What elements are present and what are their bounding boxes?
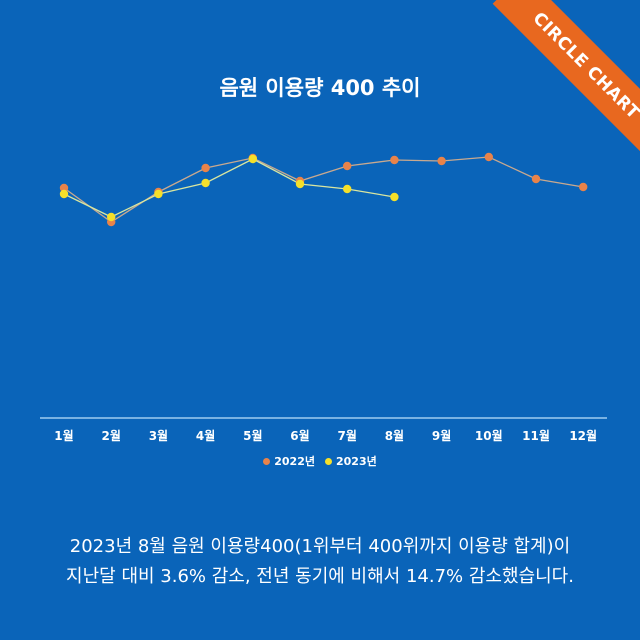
x-tick-label: 7월 (337, 429, 357, 443)
x-tick-label: 9월 (431, 429, 452, 443)
data-point (201, 163, 210, 173)
data-point (390, 155, 399, 165)
legend-dot-2022-icon (263, 457, 271, 465)
x-tick-label: 1월 (54, 429, 74, 443)
x-tick-label: 11월 (522, 429, 550, 443)
data-point (343, 161, 352, 171)
caption-line-1: 2023년 8월 음원 이용량400(1위부터 400위까지 이용량 합계)이 (69, 536, 571, 557)
legend: 2022년 2023년 (0, 453, 640, 469)
legend-label-2023: 2023년 (336, 455, 377, 468)
data-point (579, 182, 588, 192)
series-line-2022년 (63, 156, 584, 223)
x-axis-labels: 1월 2월 3월 4월 5월 6월 7월 8월 9월 10월 11월 12월 (0, 427, 640, 447)
data-point (107, 212, 116, 222)
legend-label-2022: 2022년 (274, 455, 315, 468)
x-tick-label: 2월 (101, 429, 121, 443)
legend-item-2022: 2022년 (263, 453, 315, 469)
data-point (343, 184, 352, 194)
legend-dot-2023-icon (325, 457, 332, 465)
data-point (201, 178, 210, 188)
data-point (437, 156, 446, 166)
caption-line-2: 지난달 대비 3.6% 감소, 전년 동기에 비해서 14.7% 감소했습니다. (66, 566, 574, 587)
x-tick-label: 3월 (148, 429, 169, 443)
data-point (531, 174, 541, 184)
data-point (390, 192, 399, 202)
x-tick-label: 10월 (474, 429, 503, 443)
summary-caption: 2023년 8월 음원 이용량400(1위부터 400위까지 이용량 합계)이 … (0, 532, 640, 592)
x-tick-label: 5월 (243, 429, 263, 443)
x-tick-label: 8월 (384, 429, 405, 443)
x-tick-label: 4월 (195, 429, 216, 443)
x-tick-label: 12월 (569, 429, 598, 443)
data-point (59, 183, 69, 193)
data-point (248, 154, 257, 164)
data-point (154, 189, 163, 199)
data-point (295, 179, 305, 189)
x-tick-label: 6월 (290, 429, 310, 443)
data-point (59, 189, 69, 199)
legend-item-2023: 2023년 (325, 453, 377, 469)
series-line-2023년 (63, 158, 395, 218)
data-point (484, 152, 493, 162)
chart-title: 음원 이용량 400 추이 (219, 76, 421, 100)
